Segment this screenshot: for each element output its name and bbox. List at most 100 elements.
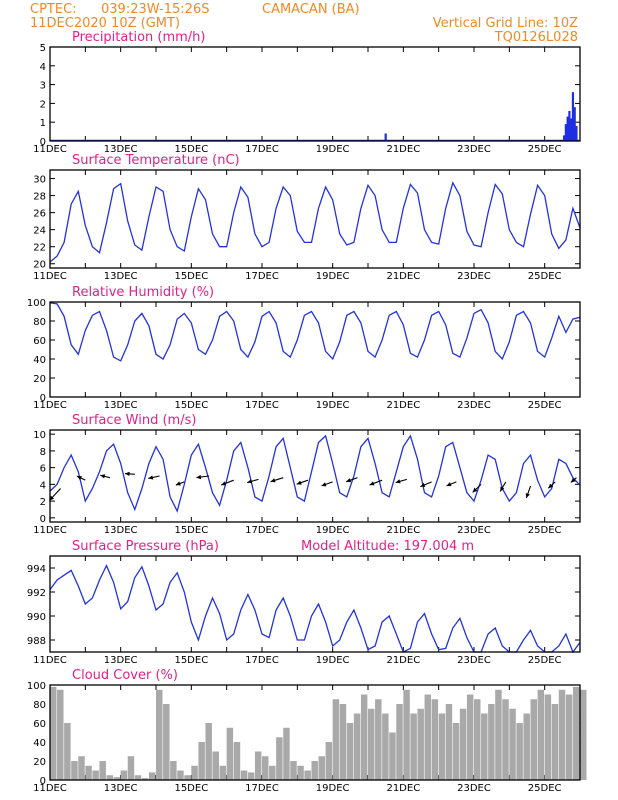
wind-vector-head — [125, 471, 130, 477]
cloud-bar — [389, 732, 396, 780]
x-tick-label-precip: 21DEC — [386, 144, 420, 155]
precip-bar — [575, 125, 578, 141]
cloud-bar — [247, 772, 255, 780]
cloud-bar — [424, 694, 431, 780]
y-tick-label-wind: 8 — [40, 447, 46, 458]
x-tick-label-pres: 13DEC — [104, 655, 138, 666]
cloud-bar — [572, 686, 580, 780]
y-tick-label-rh: 0 — [40, 393, 46, 404]
x-tick-label-precip: 25DEC — [528, 144, 562, 155]
cloud-bar — [283, 727, 290, 780]
y-tick-label-pres: 994 — [27, 564, 46, 575]
x-tick-label-wind: 25DEC — [528, 525, 562, 536]
y-tick-label-temp: 20 — [33, 260, 46, 271]
cloud-bar — [64, 723, 71, 780]
panel-frame-cloud — [49, 684, 581, 781]
y-tick-label-cloud: 40 — [33, 738, 46, 749]
cloud-bar — [50, 686, 57, 780]
wind-vector-head — [570, 477, 576, 483]
cloud-bar — [565, 694, 573, 780]
wind-vector-head — [270, 478, 276, 483]
y-tick-label-temp: 30 — [33, 175, 46, 186]
cloud-bar — [551, 704, 559, 780]
cloud-bar — [509, 708, 516, 780]
x-tick-label-rh: 21DEC — [386, 400, 420, 411]
wind-vector-head — [500, 486, 505, 492]
x-tick-label-rh: 15DEC — [174, 400, 208, 411]
y-tick-label-temp: 26 — [33, 209, 46, 220]
panel-frame-temp — [49, 169, 581, 269]
precip-bar — [570, 118, 573, 141]
panel-frame-pres — [49, 555, 581, 653]
y-tick-label-wind: 10 — [33, 430, 46, 441]
header-location: CAMACAN (BA) — [262, 2, 360, 17]
cloud-bar — [127, 756, 135, 780]
y-tick-label-precip: 5 — [40, 43, 46, 54]
y-tick-label-precip: 1 — [40, 118, 46, 129]
x-tick-label-pres: 23DEC — [457, 655, 491, 666]
cloud-bar — [523, 713, 530, 780]
cloud-bar — [141, 778, 149, 780]
y-tick-label-cloud: 80 — [33, 700, 46, 711]
cloud-bar — [254, 751, 262, 780]
cloud-bar — [311, 761, 318, 780]
x-tick-label-precip: 19DEC — [316, 144, 350, 155]
panel-wind: Surface Wind (m/s) 0 2 4 6 8 10 11DEC 13DEC 15DEC… — [33, 413, 581, 536]
wind-vector-head — [395, 479, 401, 484]
cloud-bar — [240, 770, 248, 780]
x-tick-label-wind: 13DEC — [104, 525, 138, 536]
header-coords: 039:23W-15:26S — [101, 2, 209, 17]
cloud-bar — [233, 742, 241, 780]
cloud-bar — [537, 689, 545, 780]
x-tick-label-temp: 11DEC — [33, 271, 67, 282]
cloud-bar — [226, 727, 234, 780]
cloud-bar — [339, 704, 347, 780]
cloud-bar — [502, 699, 509, 780]
x-tick-label-cloud: 21DEC — [386, 783, 420, 794]
x-tick-label-pres: 19DEC — [316, 655, 350, 666]
x-tick-label-rh: 17DEC — [245, 400, 279, 411]
x-tick-label-precip: 11DEC — [33, 144, 67, 155]
wind-vector-head — [525, 493, 530, 499]
y-tick-label-wind: 4 — [40, 480, 46, 491]
cloud-bar — [346, 723, 354, 780]
cloud-bar — [106, 775, 113, 780]
cloud-bar — [297, 765, 304, 780]
cloud-bar — [410, 713, 417, 780]
y-tick-label-temp: 24 — [33, 226, 46, 237]
wind-vector-head — [369, 481, 375, 486]
cloud-bar — [488, 704, 495, 780]
panel-title-precip: Precipitation (mm/h) — [72, 30, 205, 45]
cloud-bar — [85, 765, 92, 780]
y-tick-label-cloud: 100 — [27, 681, 46, 692]
x-tick-label-precip: 15DEC — [174, 144, 208, 155]
y-tick-label-rh: 100 — [27, 298, 46, 309]
x-tick-label-temp: 21DEC — [386, 271, 420, 282]
panel-title-temp: Surface Temperature (nC) — [72, 153, 240, 168]
y-tick-label-pres: 992 — [27, 588, 46, 599]
x-tick-label-rh: 19DEC — [316, 400, 350, 411]
cloud-bar — [134, 775, 142, 780]
cloud-bar — [276, 737, 283, 780]
x-tick-label-cloud: 23DEC — [457, 783, 491, 794]
y-tick-label-precip: 3 — [40, 81, 46, 92]
y-tick-label-rh: 40 — [33, 355, 46, 366]
cloud-bar — [219, 765, 227, 780]
cloud-bar — [71, 761, 78, 780]
precip-bar — [384, 133, 387, 141]
wind-vector-head — [346, 478, 352, 483]
wind-vector-head — [76, 476, 82, 481]
cloud-bar — [452, 723, 460, 780]
cloud-bar — [269, 765, 276, 780]
x-tick-label-wind: 23DEC — [457, 525, 491, 536]
x-tick-label-wind: 21DEC — [386, 525, 420, 536]
cloud-bar — [156, 689, 163, 780]
cloud-bar — [92, 770, 99, 780]
x-tick-label-temp: 15DEC — [174, 271, 208, 282]
header-source: CPTEC: — [30, 2, 77, 17]
cloud-bar — [99, 761, 106, 780]
y-tick-label-rh: 60 — [33, 336, 46, 347]
x-tick-label-pres: 15DEC — [174, 655, 208, 666]
cloud-bar — [78, 756, 85, 780]
cloud-bar — [438, 713, 446, 780]
